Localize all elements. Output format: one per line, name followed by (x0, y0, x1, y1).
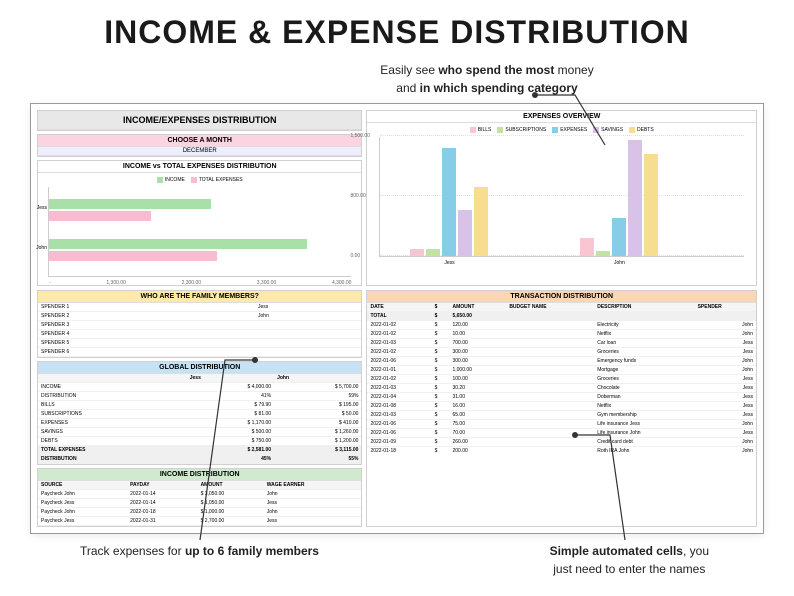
table-row: SAVINGS$ 500.00$ 1,260.00 (38, 428, 361, 437)
eo-legend: BILLSSUBSCRIPTIONSEXPENSESSAVINGSDEBTS (371, 127, 752, 133)
table-row: 2022-01-03$30.20ChocolateJess (367, 384, 756, 393)
id-table: SOURCEPAYDAYAMOUNTWAGE EARNERPaycheck Jo… (38, 481, 361, 526)
month-panel: CHOOSE A MONTH DECEMBER (37, 134, 362, 157)
table-row: Paycheck John2022-01-14$ 3,050.00John (38, 490, 361, 499)
table-row: 2022-01-02$300.00GroceriesJess (367, 348, 756, 357)
table-row: INCOME$ 4,000.00$ 5,700.00 (38, 383, 361, 392)
callout-br: Simple automated cells, you just need to… (550, 542, 709, 578)
dashboard: INCOME/EXPENSES DISTRIBUTION CHOOSE A MO… (30, 103, 764, 534)
table-row: DEBTS$ 750.00$ 1,200.00 (38, 437, 361, 446)
table-row: Paycheck Jess2022-01-14$ 1,050.00Jess (38, 499, 361, 508)
gd-table: JessJohnINCOME$ 4,000.00$ 5,700.00DISTRI… (38, 374, 361, 464)
table-row: SPENDER 2John (38, 312, 361, 321)
table-row: 2022-01-02$100.00GroceriesJess (367, 375, 756, 384)
fam-table[interactable]: SPENDER 1JessSPENDER 2JohnSPENDER 3SPEND… (38, 303, 361, 357)
month-label: CHOOSE A MONTH (38, 135, 361, 147)
table-row: SPENDER 4 (38, 330, 361, 339)
table-row: 2022-01-03$700.00Car loanJess (367, 339, 756, 348)
table-row: 2022-01-09$260.00Credit card debtJohn (367, 438, 756, 447)
main-header: INCOME/EXPENSES DISTRIBUTION (38, 111, 361, 130)
ive-panel: INCOME vs TOTAL EXPENSES DISTRIBUTION IN… (37, 160, 362, 286)
table-row: 2022-01-06$300.00Emergency fundsJohn (367, 357, 756, 366)
td-title: TRANSACTION DISTRIBUTION (367, 291, 756, 303)
ive-title: INCOME vs TOTAL EXPENSES DISTRIBUTION (38, 161, 361, 173)
table-row: DISTRIBUTION41%59% (38, 392, 361, 401)
gd-panel: GLOBAL DISTRIBUTION JessJohnINCOME$ 4,00… (37, 361, 362, 465)
table-row: EXPENSES$ 1,170.00$ 410.00 (38, 419, 361, 428)
td-panel: TRANSACTION DISTRIBUTION DATE$AMOUNTBUDG… (366, 290, 757, 527)
table-row: 2022-01-02$120.00ElectricityJohn (367, 321, 756, 330)
table-row: 2022-01-08$16.00NetflixJess (367, 402, 756, 411)
ive-legend: INCOMETOTAL EXPENSES (42, 177, 357, 183)
table-row: 2022-01-02$10.00NetflixJohn (367, 330, 756, 339)
id-panel: INCOME DISTRIBUTION SOURCEPAYDAYAMOUNTWA… (37, 468, 362, 527)
table-row: SPENDER 1Jess (38, 303, 361, 312)
eo-title: EXPENSES OVERVIEW (367, 111, 756, 123)
fam-panel: WHO ARE THE FAMILY MEMBERS? SPENDER 1Jes… (37, 290, 362, 358)
table-row: BILLS$ 79.90$ 195.00 (38, 401, 361, 410)
eo-chart: 0.00 800.00 1,500.00JessJohn (379, 137, 744, 257)
callout-bl: Track expenses for up to 6 family member… (80, 542, 319, 578)
table-row: SPENDER 6 (38, 348, 361, 357)
fam-title: WHO ARE THE FAMILY MEMBERS? (38, 291, 361, 303)
td-table[interactable]: DATE$AMOUNTBUDGET NAMEDESCRIPTIONSPENDER… (367, 303, 756, 453)
table-row: TOTAL$5,650.00 (367, 312, 756, 321)
table-row: 2022-01-04$31.00DobermanJess (367, 393, 756, 402)
eo-panel: EXPENSES OVERVIEW BILLSSUBSCRIPTIONSEXPE… (366, 110, 757, 286)
table-row: SPENDER 3 (38, 321, 361, 330)
id-title: INCOME DISTRIBUTION (38, 469, 361, 481)
page-title: INCOME & EXPENSE DISTRIBUTION (30, 14, 764, 51)
callout-top: Easily see who spend the most money and … (210, 61, 764, 97)
gd-title: GLOBAL DISTRIBUTION (38, 362, 361, 374)
month-select[interactable]: DECEMBER (38, 147, 361, 156)
table-row: Paycheck Jess2022-01-31$ 2,700.00Jess (38, 517, 361, 526)
table-row: 2022-01-06$70.00Life insurance JohnJess (367, 429, 756, 438)
table-row: 2022-01-06$75.00Life insurance JessJohn (367, 420, 756, 429)
table-row: 2022-01-01$1,000.00MortgageJohn (367, 366, 756, 375)
table-row: SUBSCRIPTIONS$ 81.00$ 50.00 (38, 410, 361, 419)
table-row: 2022-01-18$200.00Roth IRA JohnJohn (367, 447, 756, 454)
table-row: Paycheck John2022-01-18$ 1,000.00John (38, 508, 361, 517)
table-row: SPENDER 5 (38, 339, 361, 348)
main-header-panel: INCOME/EXPENSES DISTRIBUTION (37, 110, 362, 131)
ive-chart: -1,300.002,300.003,300.004,300.00 Jess J… (48, 187, 351, 277)
table-row: 2022-01-03$65.00Gym membershipJess (367, 411, 756, 420)
